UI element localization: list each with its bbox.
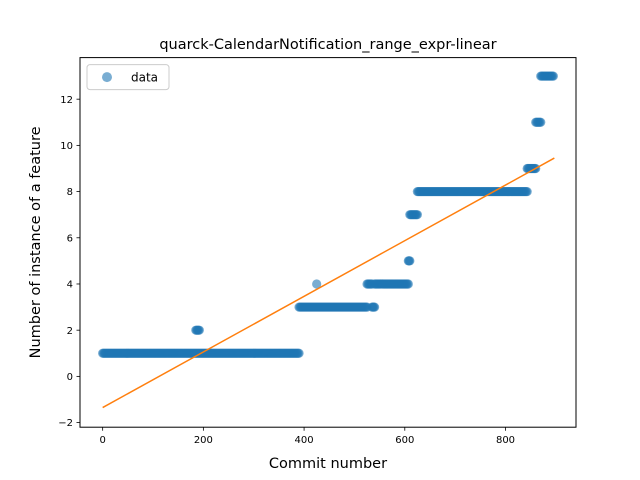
legend-box: [86, 64, 170, 91]
chart-title: quarck-CalendarNotification_range_expr-l…: [159, 37, 496, 53]
data-point: [294, 348, 304, 358]
x-tick-label: 0: [99, 435, 105, 446]
y-tick-label: 2: [67, 326, 73, 337]
data-point: [412, 210, 422, 220]
y-tick-label: 10: [60, 141, 73, 152]
data-point: [548, 71, 558, 81]
x-tick-label: 400: [295, 435, 314, 446]
data-point: [312, 279, 322, 289]
data-point: [405, 256, 415, 266]
legend-label: data: [131, 70, 158, 84]
legend: data: [86, 64, 170, 91]
data-point: [403, 279, 413, 289]
y-tick-label: 8: [67, 187, 73, 198]
y-tick-label: −2: [58, 418, 73, 429]
y-tick-label: 6: [67, 233, 73, 244]
y-tick-label: 0: [67, 372, 73, 383]
x-tick-label: 800: [496, 435, 515, 446]
plot-marks: [98, 71, 558, 409]
fit-line: [102, 157, 555, 409]
y-tick-label: 4: [67, 280, 73, 291]
data-point: [536, 117, 546, 127]
x-tick-label: 200: [194, 435, 213, 446]
x-axis-ticks: 0 200 400 600 800: [99, 427, 515, 446]
data-point: [194, 325, 204, 335]
y-axis-label: Number of instance of a feature: [28, 126, 44, 358]
x-axis-label: Commit number: [269, 456, 387, 472]
legend-marker: [102, 72, 112, 83]
data-point: [369, 302, 380, 312]
data-point: [522, 186, 532, 197]
y-tick-label: 12: [60, 95, 73, 106]
x-tick-label: 600: [395, 435, 414, 446]
plot-frame: [79, 57, 577, 428]
y-axis-ticks: −2 0 2 4 6 8 10 12: [58, 95, 80, 429]
